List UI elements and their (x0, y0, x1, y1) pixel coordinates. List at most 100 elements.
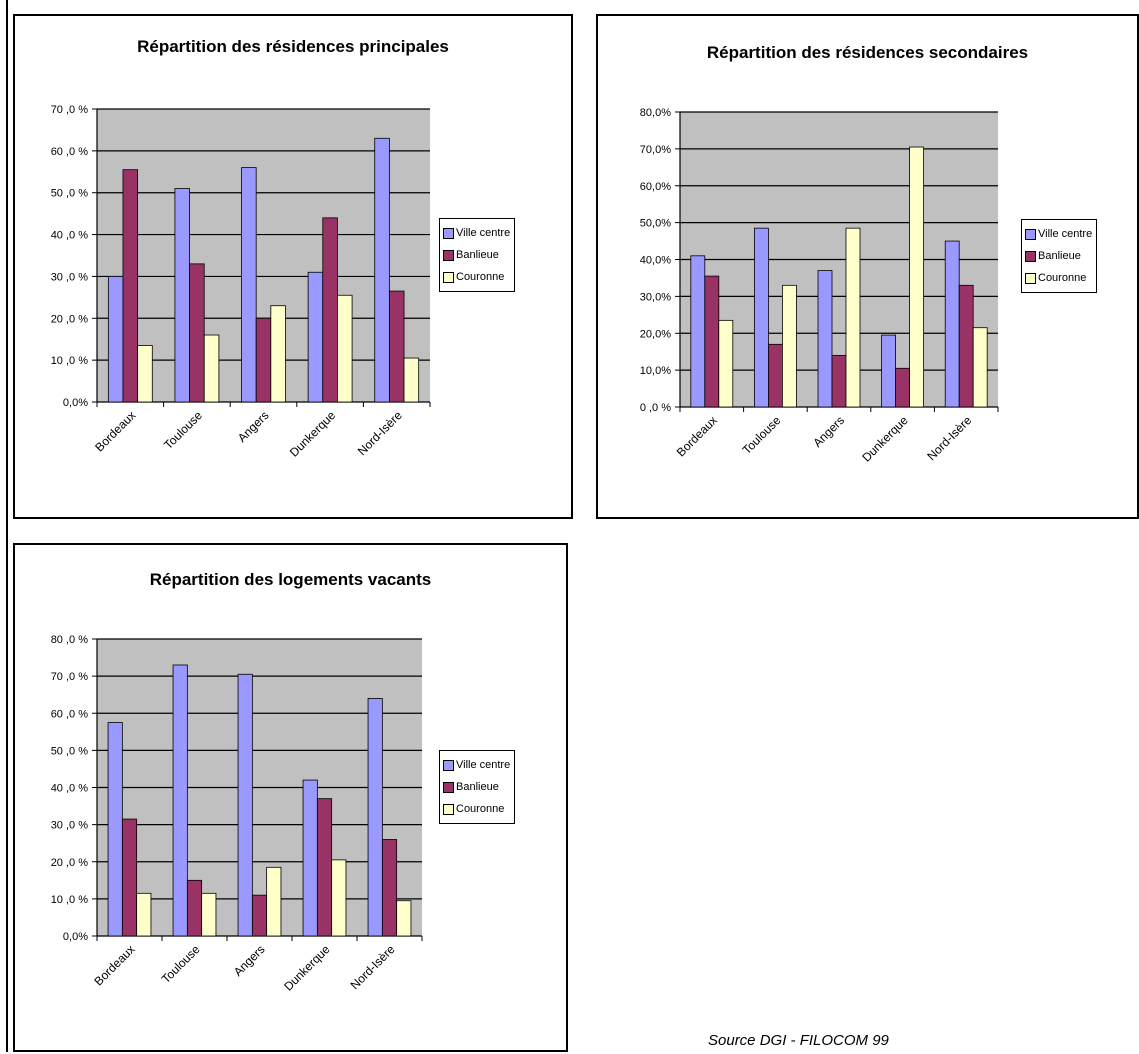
chart-title: Répartition des logements vacants (149, 570, 432, 589)
bar-couronne (201, 892, 217, 937)
bar-banlieue (251, 894, 268, 937)
y-tick-label: 40 ,0 % (51, 783, 89, 795)
legend-item: Ville centre (443, 222, 510, 244)
x-category-label: Nord-Isère (348, 942, 398, 992)
bar-couronne (781, 284, 797, 408)
legend-swatch (443, 781, 454, 793)
legend-item: Banlieue (443, 244, 510, 266)
bar-banlieue (189, 263, 205, 403)
bar-ville-centre (367, 697, 383, 937)
y-tick-label: 50 ,0 % (51, 188, 89, 200)
x-category-label: Angers (231, 942, 268, 979)
chart-logements-vacants: Répartition des logements vacants 0,0% 10… (13, 543, 568, 1052)
y-tick-label: 0 ,0 % (640, 402, 671, 414)
bar-banlieue (388, 290, 405, 403)
y-tick-label: 60 ,0 % (51, 708, 89, 720)
bar-ville-centre (944, 240, 960, 408)
x-category-label: Angers (810, 413, 847, 450)
y-tick-label: 40,0% (640, 255, 671, 267)
legend-item: Couronne (443, 266, 510, 288)
chart-residences-principales: Répartition des résidences principales 0… (13, 14, 573, 519)
y-tick-label: 30,0% (640, 291, 671, 303)
y-tick-label: 70 ,0 % (51, 104, 89, 116)
bar-banlieue (316, 798, 333, 937)
legend-label: Ville centre (456, 759, 511, 771)
bar-ville-centre (241, 167, 257, 403)
x-category-label: Dunkerque (287, 408, 339, 460)
legend-item: Couronne (1025, 267, 1092, 289)
chart-title: Répartition des résidences secondaires (706, 43, 1029, 62)
y-tick-label: 20 ,0 % (51, 857, 89, 869)
x-category-label: Bordeaux (91, 942, 137, 988)
y-tick-label: 60,0% (640, 181, 671, 193)
source-note: Source DGI - FILOCOM 99 (708, 1032, 889, 1049)
legend-label: Couronne (456, 271, 505, 283)
legend-swatch (443, 803, 454, 815)
y-tick-label: 70,0% (640, 144, 671, 156)
chart-svg: 0,0% 10 ,0 % 20 ,0 % 30 ,0 % 40 ,0 % 50 ,0 % 6… (51, 634, 423, 994)
y-tick-label: 30 ,0 % (51, 820, 89, 832)
y-tick-label: 20,0% (640, 328, 671, 340)
x-category-label: Bordeaux (92, 408, 138, 454)
legend-label: Ville centre (456, 227, 511, 239)
bar-couronne (136, 892, 152, 937)
legend-label: Banlieue (1038, 250, 1081, 262)
bar-banlieue (958, 284, 974, 408)
legend-item: Ville centre (1025, 223, 1092, 245)
x-category-label: Toulouse (159, 942, 203, 986)
chart-residences-secondaires: Répartition des résidences secondaires 0… (596, 14, 1139, 519)
y-tick-label: 80,0% (640, 107, 671, 119)
bar-ville-centre (374, 137, 390, 403)
bar-banlieue (121, 818, 138, 937)
x-category-label: Dunkerque (281, 942, 333, 994)
chart-title: Répartition des résidences principales (137, 37, 449, 56)
y-tick-label: 0,0% (63, 931, 88, 943)
y-tick-label: 70 ,0 % (51, 671, 89, 683)
bar-couronne (270, 305, 286, 403)
bar-ville-centre (237, 673, 253, 937)
bar-couronne (396, 900, 412, 937)
legend-label: Couronne (456, 803, 505, 815)
legend-item: Ville centre (443, 754, 510, 776)
bar-banlieue (895, 367, 910, 408)
legend-swatch (443, 249, 454, 261)
x-category-label: Toulouse (161, 408, 205, 452)
bar-couronne (337, 294, 353, 403)
legend-swatch (443, 227, 454, 239)
legend-swatch (1025, 228, 1036, 240)
bar-ville-centre (881, 334, 897, 408)
bar-ville-centre (690, 255, 706, 408)
legend-item: Banlieue (1025, 245, 1092, 267)
bar-couronne (331, 859, 347, 937)
bar-ville-centre (817, 270, 833, 408)
bar-ville-centre (172, 664, 188, 937)
bar-banlieue (381, 839, 398, 937)
y-tick-label: 0,0% (63, 397, 88, 409)
y-tick-label: 10 ,0 % (51, 894, 89, 906)
legend-item: Banlieue (443, 776, 510, 798)
bar-ville-centre (307, 271, 324, 403)
legend: Ville centre Banlieue Couronne (1021, 219, 1098, 293)
bar-couronne (137, 345, 153, 403)
legend-label: Banlieue (456, 249, 499, 261)
bar-couronne (203, 334, 220, 403)
bar-couronne (909, 146, 924, 408)
y-tick-label: 10,0% (640, 365, 671, 377)
bar-banlieue (255, 317, 272, 403)
legend: Ville centre Banlieue Couronne (439, 218, 516, 292)
bar-banlieue (831, 354, 847, 408)
bar-couronne (718, 319, 734, 408)
y-tick-label: 20 ,0 % (51, 313, 89, 325)
legend-item: Couronne (443, 798, 510, 820)
bar-ville-centre (174, 188, 190, 403)
legend-swatch (443, 759, 454, 771)
legend-label: Banlieue (456, 781, 499, 793)
bar-couronne (845, 227, 861, 408)
x-category-label: Angers (235, 408, 272, 445)
x-category-label: Nord-Isère (924, 413, 974, 463)
y-tick-label: 60 ,0 % (51, 146, 89, 158)
bar-banlieue (322, 217, 338, 403)
chart-svg: 0 ,0 % 10,0% 20,0% 30,0% 40,0% 50,0% 60,0% 70,0… (640, 107, 999, 465)
bar-couronne (266, 866, 282, 937)
y-tick-label: 40 ,0 % (51, 230, 89, 242)
